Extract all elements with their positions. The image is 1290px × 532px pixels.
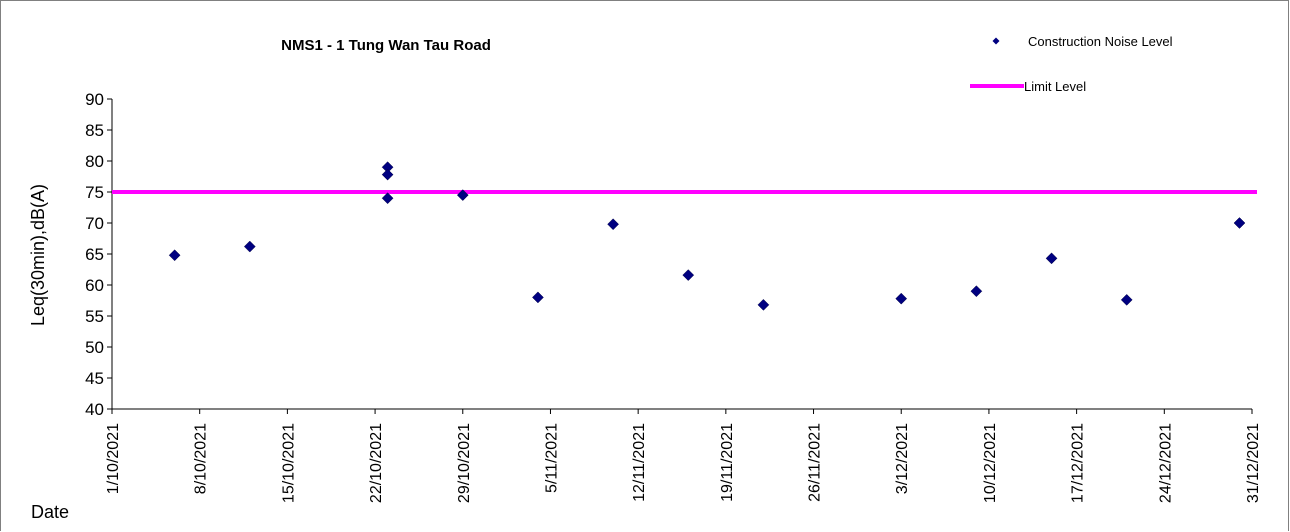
data-point [757,298,770,311]
y-tick-label: 40 [85,400,104,419]
data-point [381,192,394,205]
data-point [682,269,695,281]
data-point [1233,217,1246,229]
data-point [895,292,908,305]
legend-marker-noise [992,37,1000,45]
x-tick-label: 22/10/2021 [368,423,385,503]
y-tick-label: 75 [85,183,104,202]
x-tick-label: 8/10/2021 [193,423,210,494]
axes: 40 45 50 55 60 65 70 75 80 85 90 1/10/2021 8/10/2021… [85,90,1262,503]
y-tick-label: 60 [85,276,104,295]
x-tick-label: 10/12/2021 [982,423,999,503]
legend: Construction Noise Level Limit Level [970,34,1173,94]
x-tick-label: 15/10/2021 [280,423,297,503]
x-tick-label: 5/11/2021 [543,423,560,493]
y-tick-label: 50 [85,338,104,357]
y-tick-label: 80 [85,152,104,171]
data-point [1045,252,1058,265]
data-point [1120,294,1133,306]
x-tick-label: 26/11/2021 [807,423,824,502]
y-axis-label: Leq(30min),dB(A) [28,184,48,326]
data-points [168,161,1246,311]
y-tick-label: 85 [85,121,104,140]
legend-label-limit: Limit Level [1024,79,1086,94]
y-tick-label: 45 [85,369,104,388]
x-tick-label: 12/11/2021 [631,423,648,502]
y-tick-label: 55 [85,307,104,326]
y-tick-label: 65 [85,245,104,264]
data-point [381,168,394,181]
chart-title: NMS1 - 1 Tung Wan Tau Road [281,37,491,54]
y-tick-label: 90 [85,90,104,109]
data-point [168,249,181,262]
data-point [607,218,619,231]
x-tick-label: 17/12/2021 [1070,423,1087,503]
x-tick-label: 24/12/2021 [1157,423,1174,503]
x-tick-label: 31/12/2021 [1245,423,1262,503]
data-point [970,285,983,298]
x-tick-label: 1/10/2021 [105,423,122,494]
x-axis-label: Date [31,502,69,522]
x-tick-label: 19/11/2021 [719,423,736,502]
data-point [532,291,544,304]
y-tick-label: 70 [85,214,104,233]
data-point [243,240,256,253]
x-tick-label: 3/12/2021 [894,423,911,494]
legend-label-noise: Construction Noise Level [1028,34,1173,49]
x-tick-label: 29/10/2021 [456,423,473,503]
data-point [456,189,469,201]
